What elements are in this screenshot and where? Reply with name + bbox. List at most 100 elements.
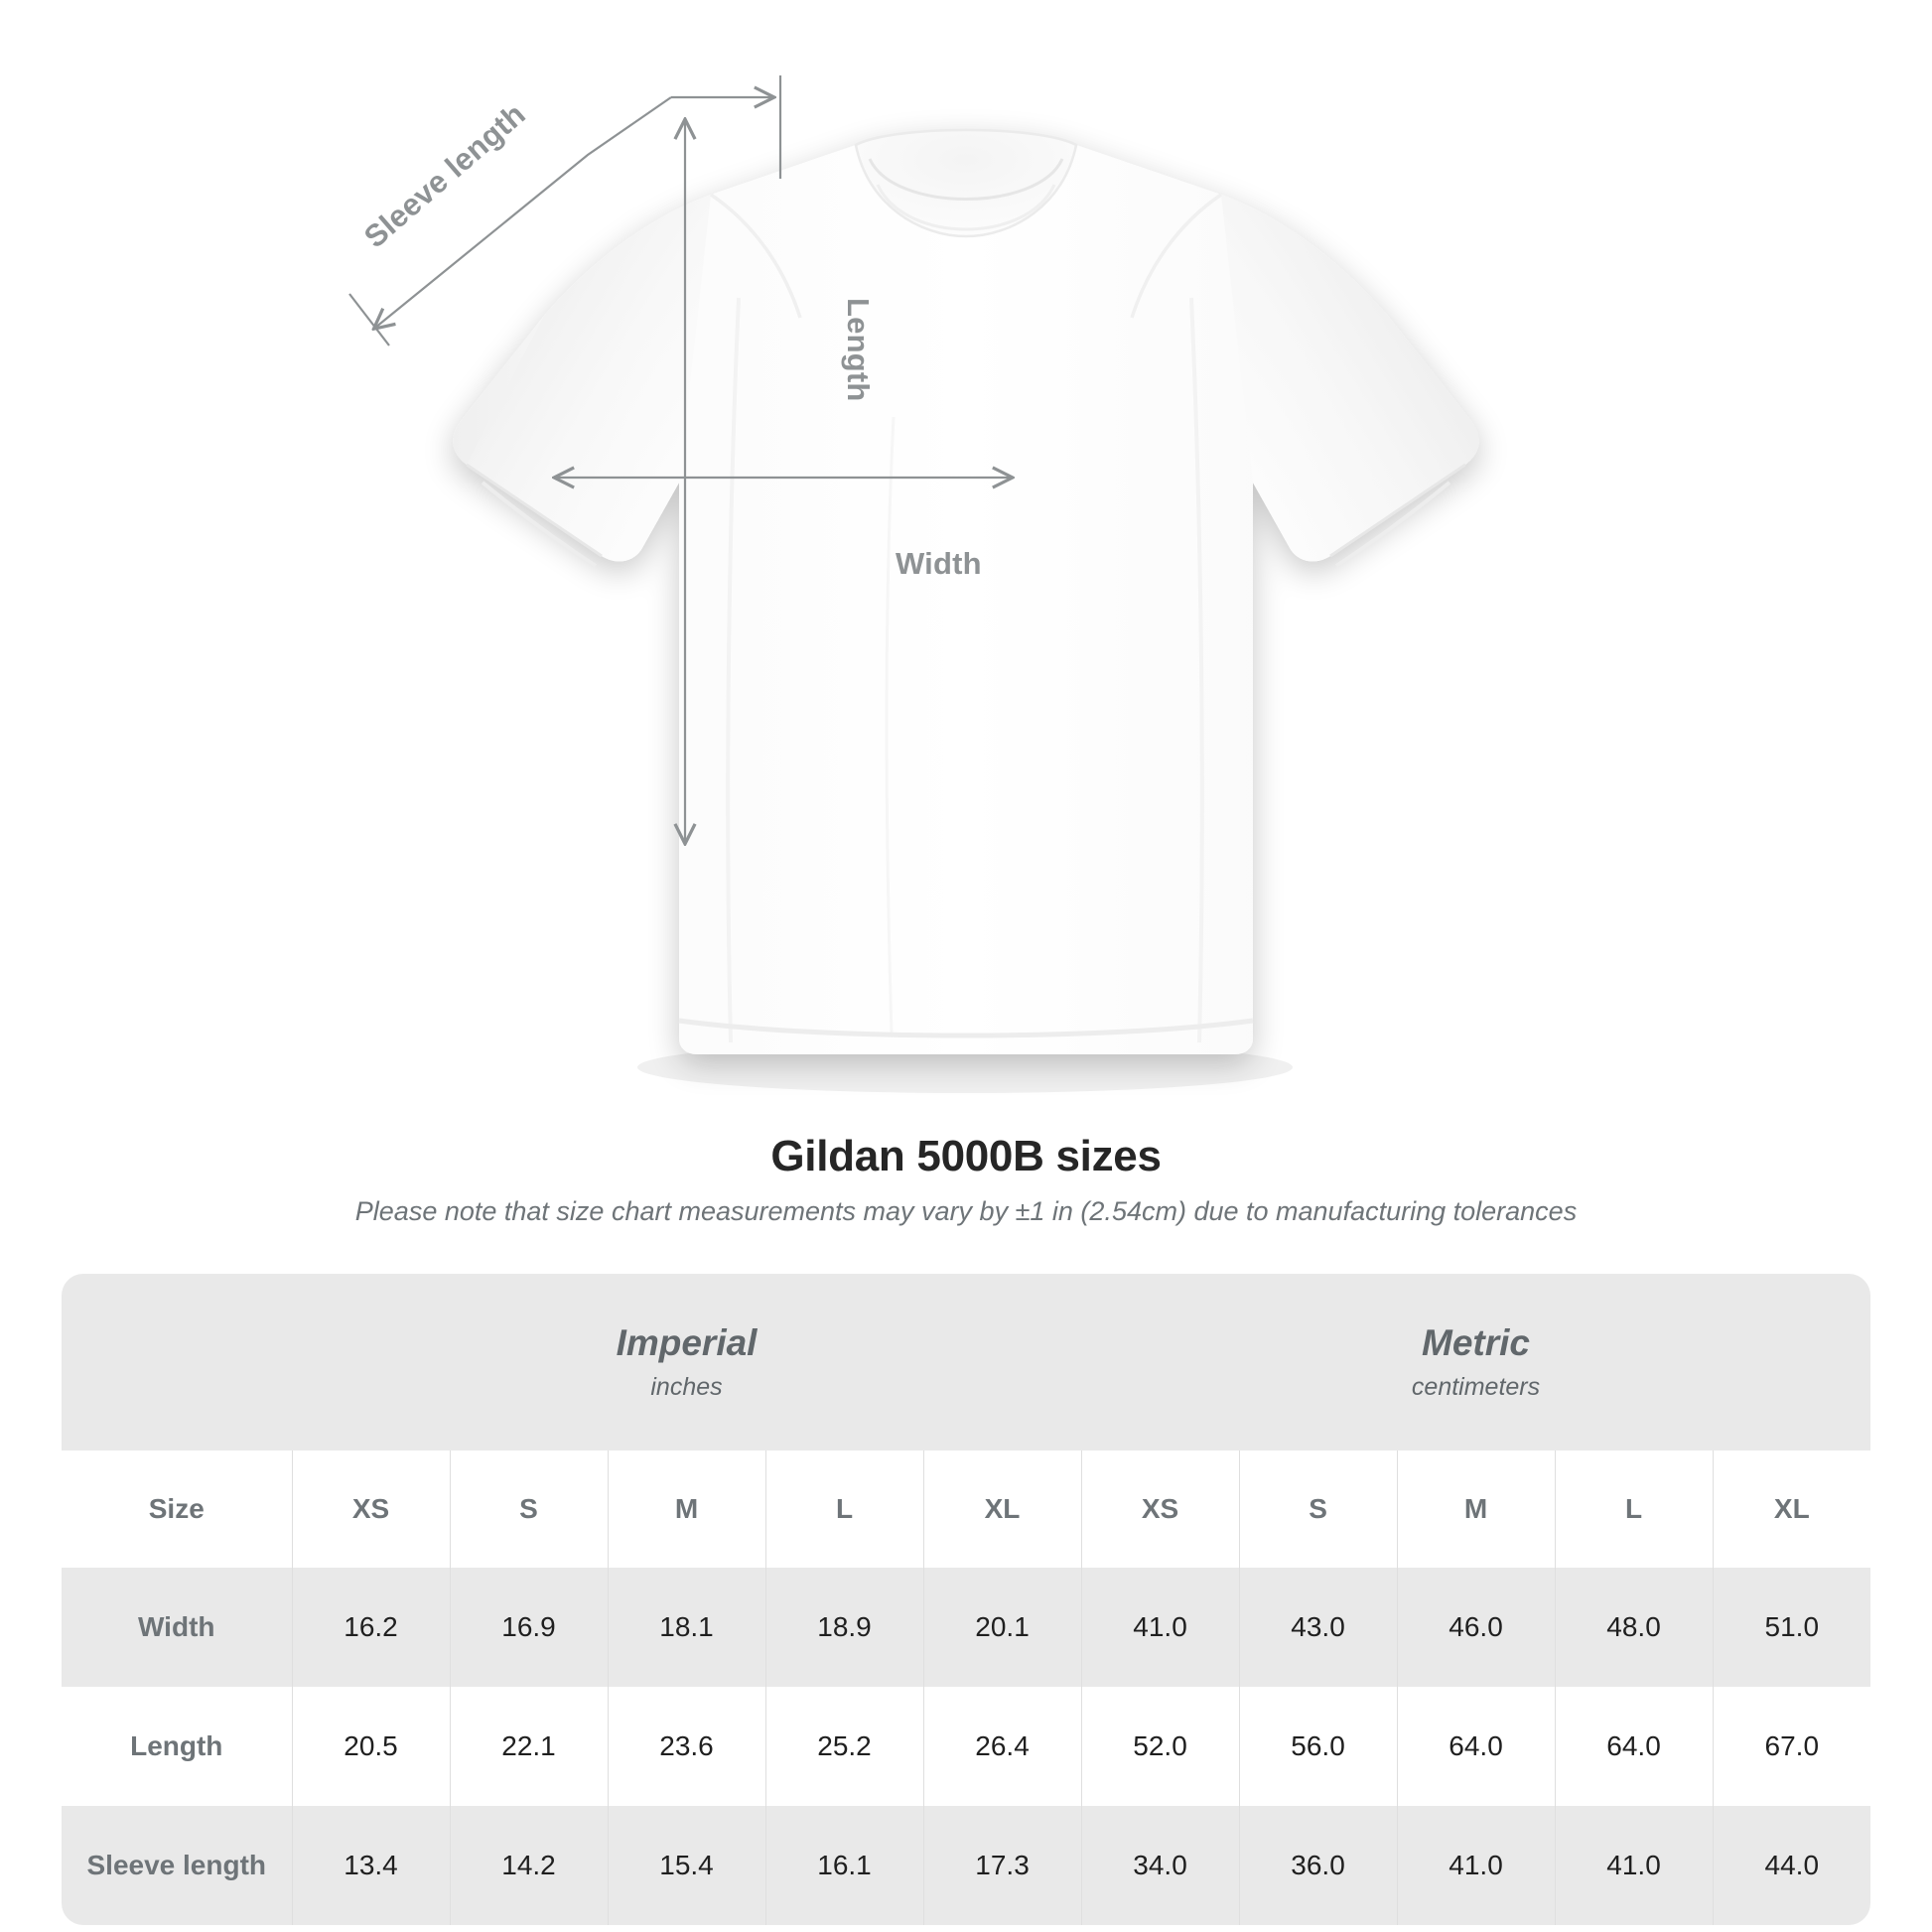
cell-value: 18.1 (659, 1611, 714, 1642)
size-label: L (835, 1493, 854, 1524)
size-label: L (1624, 1493, 1643, 1524)
cell: 41.0 (1396, 1806, 1556, 1925)
cell: 48.0 (1554, 1568, 1714, 1687)
size-header-imperial-s: S (449, 1450, 608, 1568)
size-label: XL (984, 1493, 1021, 1524)
row-label-width: Width (62, 1568, 292, 1687)
row-label-text: Width (138, 1611, 215, 1642)
row-label-text: Sleeve length (86, 1850, 266, 1880)
cell-value: 14.2 (501, 1850, 556, 1880)
measurement-annotations (348, 75, 1932, 1132)
cell: 43.0 (1238, 1568, 1398, 1687)
cell: 18.9 (764, 1568, 923, 1687)
cell-value: 41.0 (1606, 1850, 1661, 1880)
size-header-metric-xs: XS (1080, 1450, 1240, 1568)
cell: 16.2 (291, 1568, 450, 1687)
size-label: XS (1141, 1493, 1179, 1524)
cell: 44.0 (1712, 1806, 1870, 1925)
cell-value: 41.0 (1449, 1850, 1503, 1880)
size-header-imperial-xs: XS (291, 1450, 450, 1568)
size-header-imperial-l: L (764, 1450, 923, 1568)
cell: 25.2 (764, 1687, 923, 1806)
cell: 64.0 (1396, 1687, 1556, 1806)
cell-value: 16.9 (501, 1611, 556, 1642)
size-label: S (1309, 1493, 1327, 1524)
cell-value: 36.0 (1291, 1850, 1345, 1880)
table-row: Width 16.2 16.9 18.1 18.9 20.1 41.0 43.0… (62, 1568, 1870, 1687)
cell-value: 44.0 (1764, 1850, 1820, 1880)
table-row: Sleeve length 13.4 14.2 15.4 16.1 17.3 3… (62, 1806, 1870, 1925)
cell: 52.0 (1080, 1687, 1240, 1806)
unit-name-imperial: Imperial (616, 1322, 758, 1364)
cell-value: 51.0 (1764, 1611, 1820, 1642)
row-label-length: Length (62, 1687, 292, 1806)
cell: 34.0 (1080, 1806, 1240, 1925)
size-header-row: Size XS S M L XL XS S (62, 1450, 1870, 1568)
cell: 22.1 (449, 1687, 608, 1806)
unit-header-imperial: Imperial inches (292, 1274, 1082, 1450)
cell-value: 13.4 (344, 1850, 398, 1880)
sleeve-length-dimension (348, 75, 782, 346)
cell: 64.0 (1554, 1687, 1714, 1806)
cell: 14.2 (449, 1806, 608, 1925)
cell: 17.3 (922, 1806, 1082, 1925)
tshirt-diagram: Sleeve length Length Width (348, 75, 1932, 1132)
table-row: Length 20.5 22.1 23.6 25.2 26.4 52.0 56.… (62, 1687, 1870, 1806)
unit-sub-imperial: inches (650, 1372, 723, 1401)
cell: 20.5 (291, 1687, 450, 1806)
cell-value: 67.0 (1764, 1730, 1820, 1761)
cell: 36.0 (1238, 1806, 1398, 1925)
size-header-metric-xl: XL (1712, 1450, 1870, 1568)
cell: 15.4 (607, 1806, 765, 1925)
cell-value: 46.0 (1449, 1611, 1503, 1642)
size-header-imperial-m: M (607, 1450, 765, 1568)
size-table: Imperial inches Metric centimeters Size … (62, 1274, 1870, 1925)
cell: 16.1 (764, 1806, 923, 1925)
row-label-text: Length (130, 1730, 223, 1761)
page-subtitle: Please note that size chart measurements… (354, 1196, 1578, 1226)
cell-value: 64.0 (1606, 1730, 1661, 1761)
cell: 13.4 (291, 1806, 450, 1925)
cell-value: 16.1 (817, 1850, 872, 1880)
cell-value: 17.3 (975, 1850, 1030, 1880)
cell-value: 43.0 (1291, 1611, 1345, 1642)
size-header-metric-l: L (1554, 1450, 1714, 1568)
cell-value: 22.1 (501, 1730, 556, 1761)
size-label: XS (351, 1493, 390, 1524)
cell-value: 56.0 (1291, 1730, 1345, 1761)
cell: 46.0 (1396, 1568, 1556, 1687)
cell: 67.0 (1712, 1687, 1870, 1806)
unit-header-metric: Metric centimeters (1081, 1274, 1870, 1450)
cell-value: 25.2 (817, 1730, 872, 1761)
cell-value: 34.0 (1133, 1850, 1187, 1880)
cell: 56.0 (1238, 1687, 1398, 1806)
cell-value: 52.0 (1133, 1730, 1187, 1761)
cell-value: 26.4 (975, 1730, 1030, 1761)
size-header-metric-m: M (1396, 1450, 1556, 1568)
cell: 16.9 (449, 1568, 608, 1687)
length-label: Length (841, 298, 876, 402)
width-label: Width (896, 546, 982, 581)
corner-label-text: Size (148, 1493, 205, 1524)
unit-name-metric: Metric (1422, 1322, 1531, 1364)
row-label-sleeve-length: Sleeve length (62, 1806, 292, 1925)
cell-value: 23.6 (659, 1730, 714, 1761)
unit-header-row: Imperial inches Metric centimeters (62, 1274, 1870, 1450)
size-label: S (519, 1493, 538, 1524)
cell: 20.1 (922, 1568, 1082, 1687)
unit-sub-metric: centimeters (1411, 1372, 1541, 1401)
size-header-metric-s: S (1238, 1450, 1398, 1568)
cell: 41.0 (1554, 1806, 1714, 1925)
size-label: M (674, 1493, 699, 1524)
size-corner-label: Size (62, 1450, 292, 1568)
cell: 18.1 (607, 1568, 765, 1687)
cell: 26.4 (922, 1687, 1082, 1806)
cell-value: 18.9 (817, 1611, 872, 1642)
cell-value: 64.0 (1449, 1730, 1503, 1761)
page-title: Gildan 5000B sizes (770, 1132, 1162, 1180)
cell-value: 20.1 (975, 1611, 1030, 1642)
cell: 51.0 (1712, 1568, 1870, 1687)
size-header-imperial-xl: XL (922, 1450, 1082, 1568)
size-label: M (1463, 1493, 1488, 1524)
